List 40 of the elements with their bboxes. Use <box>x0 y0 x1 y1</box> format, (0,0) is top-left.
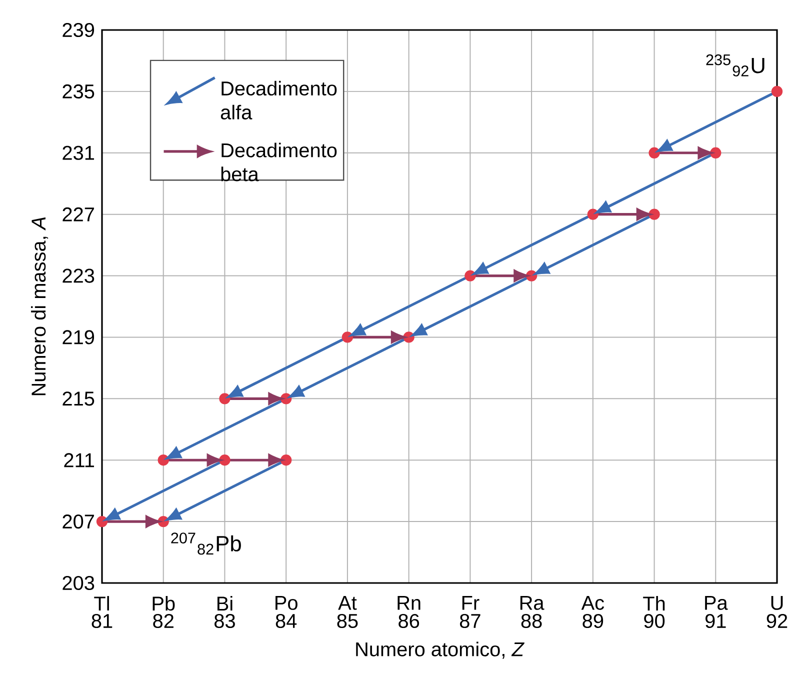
text: Ac <box>581 596 604 610</box>
x-tick-label: 82 <box>153 614 174 628</box>
text: Po <box>276 596 298 610</box>
text: Rn <box>398 596 420 610</box>
text: Ra <box>520 596 544 610</box>
y-tick-label: 219 <box>62 330 94 344</box>
text: Fr <box>462 596 480 610</box>
x-tick-label: 84 <box>276 614 297 628</box>
y-tick-label: 231 <box>62 146 94 160</box>
y-tick-label: 235 <box>62 84 94 98</box>
annotation: 235$_{92}$U <box>706 54 764 76</box>
y-tick-label: 227 <box>62 207 94 222</box>
x-tick-label: 89 <box>582 614 604 628</box>
y-axis-title: Numero di massa, A <box>31 217 48 396</box>
y-tick-label: 211 <box>64 453 94 468</box>
x-tick-label: 90 <box>644 614 665 628</box>
legend-label: Decadimento beta <box>221 142 337 182</box>
text: Th <box>643 596 665 610</box>
x-tick-label: 83 <box>214 614 235 628</box>
text: Bi <box>217 596 232 610</box>
text: U <box>771 596 783 610</box>
text: Tl <box>94 596 109 610</box>
text: Pb <box>152 596 175 611</box>
y-tick-label: 207 <box>62 514 94 529</box>
x-axis-title: Numero atomico, Z <box>356 642 524 659</box>
y-tick-label: 239 <box>62 22 94 38</box>
x-tick-label: 91 <box>706 614 726 628</box>
x-tick-label: 92 <box>766 614 788 628</box>
text: Pa <box>705 596 728 610</box>
x-tick-label: 88 <box>521 614 542 628</box>
annotation: 207$_{82}$Pb <box>171 532 241 555</box>
x-tick-label: 85 <box>337 614 358 628</box>
x-tick-label: 81 <box>92 614 112 628</box>
x-tick-label: 86 <box>398 614 420 628</box>
y-tick-label: 223 <box>62 268 94 283</box>
legend-label: Decadimento alfa <box>220 80 337 120</box>
y-tick-label: 215 <box>62 392 94 406</box>
x-tick-label: 87 <box>460 614 480 628</box>
y-tick-label: 203 <box>62 576 94 590</box>
text: At <box>338 596 357 610</box>
